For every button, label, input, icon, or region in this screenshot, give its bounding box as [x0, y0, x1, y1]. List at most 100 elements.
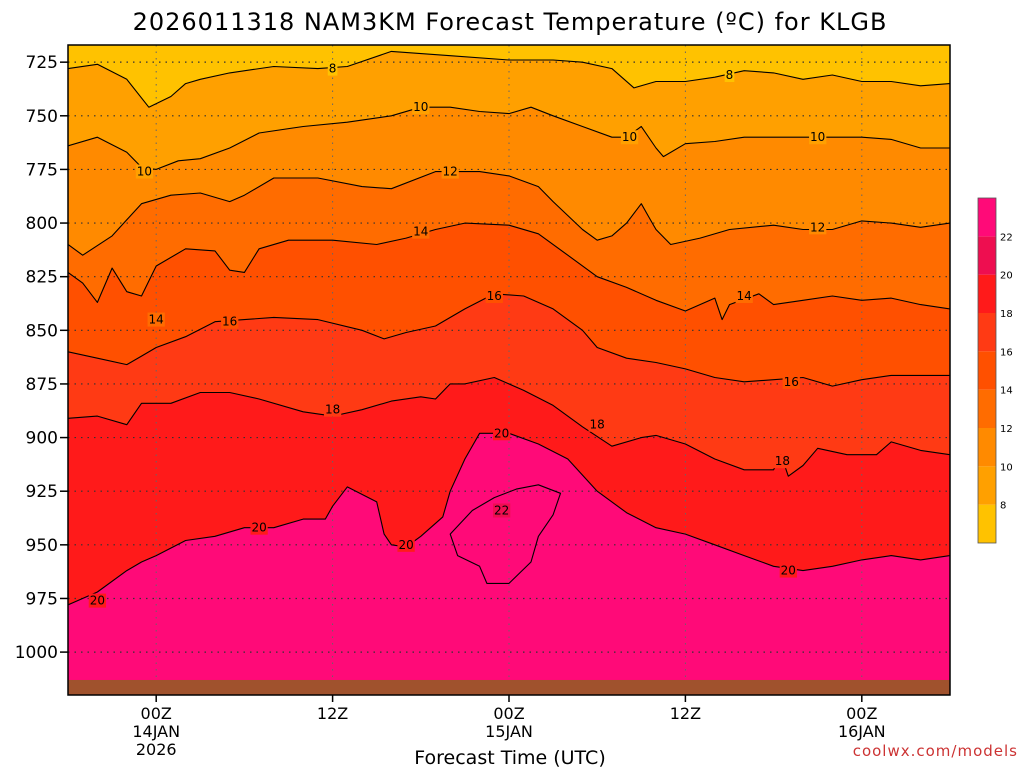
- isotherm-label-20-0: 20: [90, 594, 105, 608]
- x-tick-label-18-0: 12Z: [317, 704, 348, 723]
- isotherm-label-bg-10-3: [809, 130, 827, 145]
- isotherm-8: [68, 50, 950, 108]
- y-tick-label-925: 925: [26, 482, 58, 502]
- x-tick-label-42-0: 12Z: [670, 704, 701, 723]
- isotherm-label-12-0: 12: [443, 165, 458, 179]
- isotherm-label-bg-14-2: [735, 288, 753, 303]
- x-tick-label-6-2: 2026: [136, 740, 177, 759]
- colorbar-segment-1: [978, 466, 996, 505]
- isotherm-label-bg-18-2: [773, 454, 792, 469]
- fill-band-below-8: [68, 45, 950, 108]
- fill-region-above-22: [450, 484, 561, 584]
- credit-text: coolwx.com/models: [853, 742, 1018, 760]
- y-tick-label-725: 725: [26, 53, 58, 73]
- isotherm-label-bg-12-1: [809, 220, 827, 235]
- isotherm-label-20-1: 20: [251, 521, 266, 535]
- colorbar-label-22: 22: [1000, 232, 1013, 243]
- colorbar-segment-6: [978, 274, 996, 313]
- isotherm-label-20-2: 20: [398, 538, 413, 552]
- colorbar-label-14: 14: [1000, 386, 1013, 397]
- isotherm-22: [449, 484, 562, 584]
- isotherm-label-bg-20-4: [779, 563, 797, 578]
- isotherm-18: [68, 376, 950, 477]
- isotherm-label-16-2: 16: [784, 375, 799, 389]
- isotherm-label-8-0: 8: [329, 62, 337, 76]
- isotherm-label-bg-10-0: [135, 164, 154, 179]
- isotherm-label-bg-14-1: [412, 224, 430, 239]
- isotherm-label-14-2: 14: [737, 289, 752, 303]
- isotherm-label-18-2: 18: [775, 454, 790, 468]
- colorbar-label-18: 18: [1000, 309, 1013, 320]
- y-tick-label-950: 950: [26, 536, 58, 556]
- colorbar-segment-8: [978, 198, 996, 237]
- isotherm-10: [68, 106, 950, 170]
- colorbar-label-20: 20: [1000, 271, 1013, 282]
- isotherm-label-bg-18-1: [588, 417, 606, 432]
- isotherm-label-bg-20-0: [88, 593, 107, 608]
- isotherm-label-18-0: 18: [325, 403, 340, 417]
- x-tick-label-30-1: 15JAN: [485, 722, 533, 741]
- colorbar-segment-2: [978, 428, 996, 467]
- isotherm-label-bg-16-2: [782, 374, 800, 389]
- isotherm-label-14-0: 14: [149, 313, 164, 327]
- isotherm-label-bg-16-1: [485, 288, 503, 303]
- isotherm-label-bg-12-0: [441, 164, 459, 179]
- colorbar-label-8: 8: [1000, 501, 1006, 512]
- isotherm-12: [68, 171, 950, 256]
- isotherm-label-bg-14-0: [147, 312, 165, 327]
- y-tick-label-750: 750: [26, 107, 58, 127]
- colorbar-label-16: 16: [1000, 347, 1013, 358]
- plot-area: 8 8 10 10 10 10 12 12 14 14 14 16 16 16 18 18 18 20 20 20 20…: [68, 45, 950, 695]
- colorbar-frame: [977, 197, 997, 544]
- y-tick-label-825: 825: [26, 268, 58, 288]
- isotherm-label-bg-20-2: [397, 537, 415, 552]
- isotherm-label-bg-8-0: [327, 61, 338, 76]
- isotherm-label-12-1: 12: [810, 220, 825, 234]
- isotherm-label-20-3: 20: [494, 426, 509, 440]
- x-tick-label-54-0: 00Z: [846, 704, 877, 723]
- isotherm-label-18-1: 18: [590, 418, 605, 432]
- isotherm-20: [68, 432, 950, 606]
- y-tick-label-800: 800: [26, 214, 58, 234]
- isotherm-label-22-0: 22: [494, 504, 509, 518]
- isotherm-label-10-1: 10: [413, 100, 428, 114]
- y-axis: 725 750 775 800 825 850 875 900 925 950 975 1000: [15, 53, 68, 663]
- x-axis-label: Forecast Time (UTC): [414, 747, 605, 768]
- colorbar-segment-5: [978, 313, 996, 352]
- isotherm-14: [68, 222, 950, 321]
- colorbar-segment-0: [978, 504, 996, 543]
- chart-title: 2026011318 NAM3KM Forecast Temperature (…: [133, 8, 888, 36]
- isotherm-label-14-1: 14: [413, 225, 428, 239]
- y-tick-label-775: 775: [26, 160, 58, 180]
- x-tick-label-54-1: 16JAN: [838, 722, 886, 741]
- colorbar-segment-3: [978, 389, 996, 428]
- x-tick-label-30-0: 00Z: [493, 704, 524, 723]
- x-tick-label-6-0: 00Z: [141, 704, 172, 723]
- isotherm-label-10-3: 10: [810, 130, 825, 144]
- isotherm-label-bg-16-0: [221, 314, 239, 329]
- y-tick-label-875: 875: [26, 375, 58, 395]
- colorbar-segment-4: [978, 351, 996, 390]
- isotherm-labels: 8 8 10 10 10 10 12 12 14 14 14 16 16 16 18 18 18 20 20 20 20…: [88, 61, 827, 608]
- isotherm-label-bg-8-1: [724, 68, 735, 83]
- isotherm-label-10-2: 10: [622, 130, 637, 144]
- colorbar-label-12: 12: [1000, 424, 1013, 435]
- isotherm-label-bg-18-0: [323, 402, 342, 417]
- isotherm-label-bg-20-1: [250, 520, 268, 535]
- colorbar-label-10: 10: [1000, 462, 1013, 473]
- isotherm-label-bg-20-3: [493, 426, 511, 441]
- y-tick-label-900: 900: [26, 429, 58, 449]
- isotherm-label-bg-10-2: [620, 130, 639, 145]
- isotherm-label-20-4: 20: [781, 564, 796, 578]
- y-tick-label-1000: 1000: [15, 643, 58, 663]
- isotherm-label-8-1: 8: [726, 68, 734, 82]
- isotherm-label-10-0: 10: [137, 165, 152, 179]
- x-tick-label-6-1: 14JAN: [132, 722, 180, 741]
- colorbar-segment-7: [978, 236, 996, 275]
- isotherm-label-bg-10-1: [412, 100, 430, 115]
- gridlines: [68, 45, 950, 695]
- colorbar: 8 10 12 14 16 18 20 22: [977, 197, 1013, 544]
- isotherm-label-16-0: 16: [222, 315, 237, 329]
